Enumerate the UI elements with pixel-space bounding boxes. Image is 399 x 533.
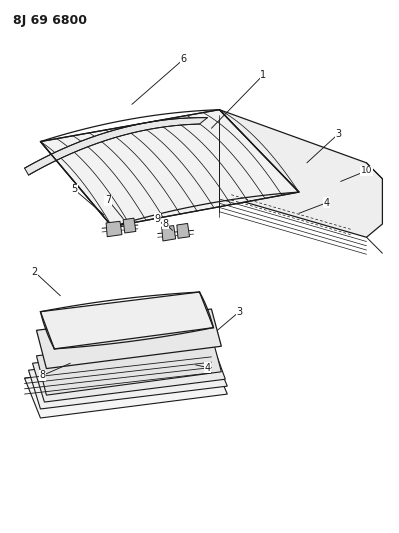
Text: 3: 3 xyxy=(336,128,342,139)
Polygon shape xyxy=(106,221,122,237)
Polygon shape xyxy=(123,218,136,233)
Polygon shape xyxy=(25,118,207,175)
Polygon shape xyxy=(219,110,382,237)
Text: 1: 1 xyxy=(260,70,266,80)
Polygon shape xyxy=(32,341,225,402)
Polygon shape xyxy=(40,292,213,349)
Text: 2: 2 xyxy=(32,267,38,277)
Text: 10: 10 xyxy=(361,166,372,175)
Polygon shape xyxy=(36,335,221,395)
Text: 8J 69 6800: 8J 69 6800 xyxy=(13,14,87,27)
Text: 7: 7 xyxy=(105,195,111,205)
Text: 4: 4 xyxy=(324,198,330,208)
Polygon shape xyxy=(36,309,221,368)
Text: 5: 5 xyxy=(71,184,77,195)
Polygon shape xyxy=(25,357,227,418)
Text: 9: 9 xyxy=(155,214,161,224)
Polygon shape xyxy=(40,110,299,227)
Text: 8: 8 xyxy=(40,370,45,381)
Polygon shape xyxy=(177,223,190,238)
Text: 4: 4 xyxy=(204,362,211,373)
Text: 3: 3 xyxy=(236,306,242,317)
Text: 8: 8 xyxy=(163,219,169,229)
Polygon shape xyxy=(162,225,176,241)
Polygon shape xyxy=(28,349,227,409)
Text: 6: 6 xyxy=(180,54,187,64)
